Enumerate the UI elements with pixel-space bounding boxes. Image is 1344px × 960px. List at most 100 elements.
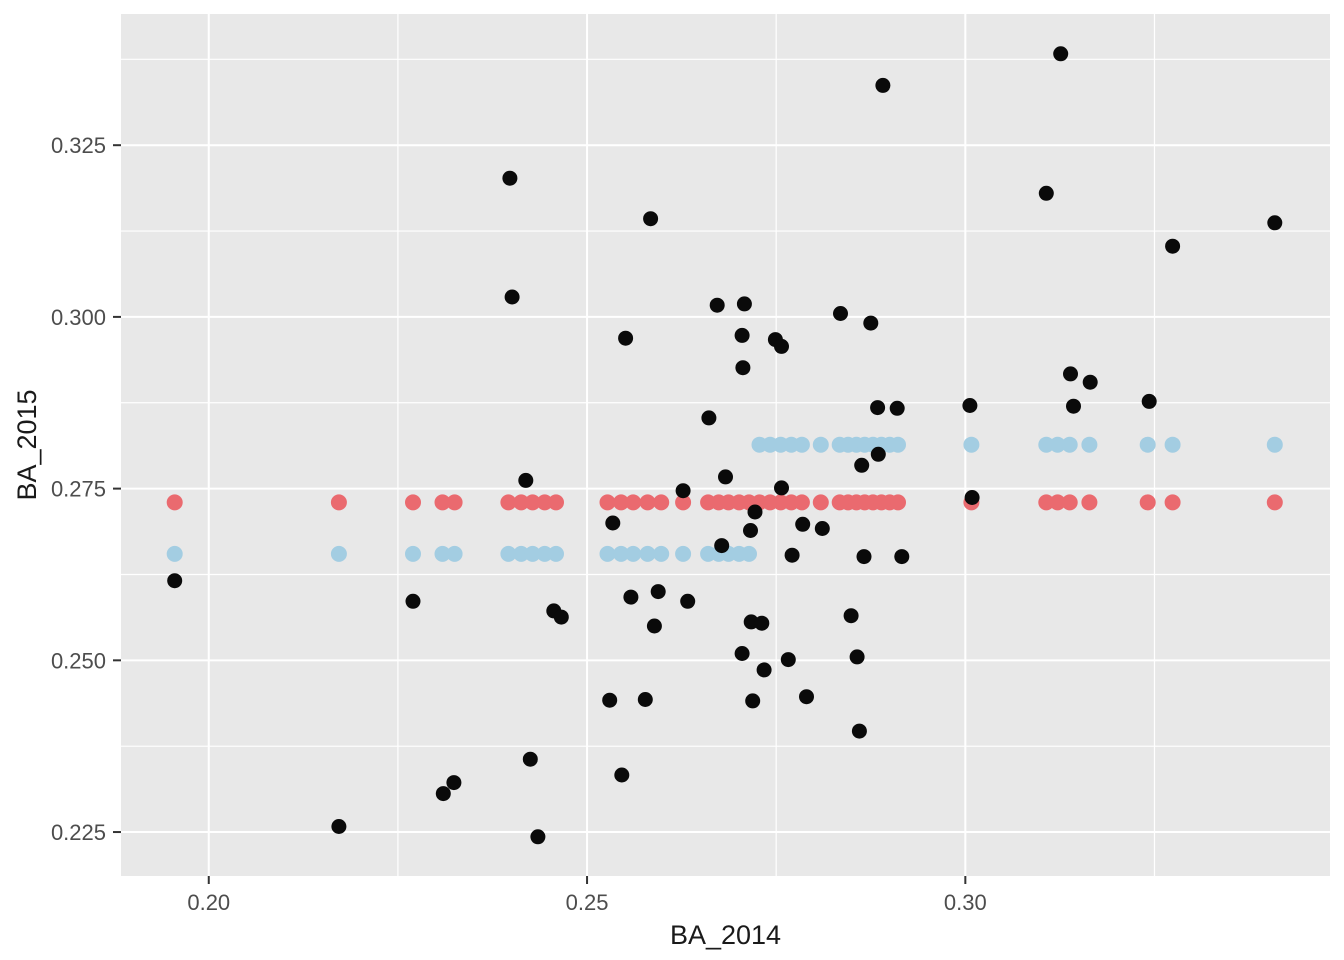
x-tick-label: 0.25 bbox=[566, 890, 609, 915]
blue-constant-row-point bbox=[524, 545, 541, 562]
observed-points-point bbox=[646, 618, 662, 634]
plot-panel bbox=[121, 14, 1330, 876]
observed-points-point bbox=[1165, 238, 1181, 254]
observed-points-point bbox=[735, 360, 751, 376]
blue-constant-row-point bbox=[675, 545, 692, 562]
observed-points-point bbox=[167, 573, 183, 589]
observed-points-point bbox=[701, 410, 717, 426]
red-constant-row-point bbox=[1139, 494, 1156, 511]
blue-constant-row-point bbox=[890, 436, 906, 453]
observed-points-point bbox=[856, 549, 872, 565]
blue-constant-row-point bbox=[599, 545, 616, 562]
axis-tick-labels: 0.20 0.25 0.30 0.225 0.250 0.275 0.300 0.325 bbox=[51, 133, 987, 915]
observed-points-point bbox=[799, 689, 814, 705]
red-constant-row-point bbox=[1049, 494, 1066, 511]
observed-points-point bbox=[854, 457, 870, 473]
red-constant-row-point bbox=[625, 494, 642, 511]
observed-points-point bbox=[623, 589, 639, 605]
blue-constant-row-point bbox=[536, 545, 553, 562]
observed-points-point bbox=[446, 775, 462, 791]
red-constant-row-point bbox=[500, 494, 517, 511]
observed-points-point bbox=[875, 77, 891, 93]
red-constant-row-point bbox=[890, 494, 906, 511]
blue-constant-row-point bbox=[548, 545, 564, 562]
red-constant-row-point bbox=[1061, 494, 1078, 511]
observed-points-point bbox=[851, 723, 867, 739]
red-constant-row-point bbox=[548, 494, 564, 511]
observed-points-point bbox=[605, 515, 621, 531]
observed-points-point bbox=[870, 446, 886, 462]
observed-points-point bbox=[1141, 393, 1157, 409]
observed-points-point bbox=[889, 400, 905, 416]
observed-points-point bbox=[502, 170, 518, 186]
data-points bbox=[166, 46, 1283, 845]
blue-constant-row-point bbox=[812, 436, 829, 453]
x-axis-title: BA_2014 bbox=[670, 920, 781, 950]
observed-points-point bbox=[718, 469, 733, 485]
observed-points-point bbox=[1082, 374, 1098, 390]
blue-constant-row-point bbox=[330, 545, 347, 562]
red-constant-row-point bbox=[812, 494, 829, 511]
blue-constant-row-point bbox=[1049, 436, 1066, 453]
panel-background bbox=[121, 14, 1330, 876]
observed-points-point bbox=[553, 609, 569, 625]
red-constant-row-point bbox=[675, 494, 692, 511]
observed-points-point bbox=[784, 547, 800, 563]
observed-points-point bbox=[833, 306, 848, 321]
observed-points-point bbox=[614, 767, 630, 783]
x-tick-label: 0.30 bbox=[944, 890, 987, 915]
blue-constant-row-point bbox=[1164, 436, 1181, 453]
observed-points-point bbox=[530, 829, 546, 845]
observed-points-point bbox=[843, 608, 859, 624]
observed-points-point bbox=[602, 692, 618, 708]
y-tick-label: 0.325 bbox=[51, 133, 106, 158]
observed-points-point bbox=[1063, 366, 1078, 382]
observed-points-point bbox=[814, 521, 830, 536]
observed-points-point bbox=[780, 652, 796, 668]
red-constant-row-point bbox=[536, 494, 553, 511]
red-constant-row-point bbox=[1081, 494, 1098, 511]
blue-constant-row-point bbox=[513, 545, 530, 562]
blue-constant-row-point bbox=[434, 545, 451, 562]
observed-points-point bbox=[734, 327, 750, 343]
observed-points-point bbox=[331, 819, 347, 834]
observed-points-point bbox=[1053, 46, 1069, 62]
blue-constant-row-point bbox=[405, 545, 421, 562]
red-constant-row-point bbox=[166, 494, 183, 511]
blue-constant-row-point bbox=[793, 436, 810, 453]
observed-points-point bbox=[714, 538, 730, 554]
red-constant-row-point bbox=[1266, 494, 1283, 511]
blue-constant-row-point bbox=[625, 545, 642, 562]
y-axis-title: BA_2015 bbox=[12, 389, 42, 500]
observed-points-point bbox=[637, 692, 653, 707]
red-constant-row-point bbox=[330, 494, 347, 511]
observed-points-point bbox=[709, 297, 725, 313]
observed-points-point bbox=[964, 490, 980, 505]
red-constant-row-point bbox=[653, 494, 670, 511]
y-tick-label: 0.250 bbox=[51, 648, 106, 673]
observed-points-point bbox=[650, 584, 666, 600]
red-constant-row-point bbox=[1038, 494, 1055, 511]
blue-constant-row-point bbox=[653, 545, 670, 562]
red-constant-row-point bbox=[793, 494, 810, 511]
red-constant-row-point bbox=[513, 494, 530, 511]
observed-points-point bbox=[894, 549, 910, 565]
observed-points-point bbox=[522, 751, 538, 767]
observed-points-point bbox=[849, 649, 865, 665]
blue-constant-row-point bbox=[500, 545, 517, 562]
red-constant-row-point bbox=[1164, 494, 1181, 511]
observed-points-point bbox=[675, 483, 691, 499]
observed-points-point bbox=[734, 646, 750, 661]
observed-points-point bbox=[1038, 185, 1054, 201]
y-tick-label: 0.225 bbox=[51, 820, 106, 845]
observed-points-point bbox=[962, 398, 978, 413]
observed-points-point bbox=[795, 516, 811, 532]
blue-constant-row-point bbox=[613, 545, 630, 562]
red-constant-row-point bbox=[405, 494, 421, 511]
blue-constant-row-point bbox=[741, 545, 757, 562]
observed-points-point bbox=[745, 693, 761, 709]
red-constant-row-point bbox=[434, 494, 451, 511]
observed-points-point bbox=[618, 330, 634, 346]
blue-constant-row-point bbox=[1139, 436, 1156, 453]
blue-constant-row-point bbox=[1038, 436, 1055, 453]
